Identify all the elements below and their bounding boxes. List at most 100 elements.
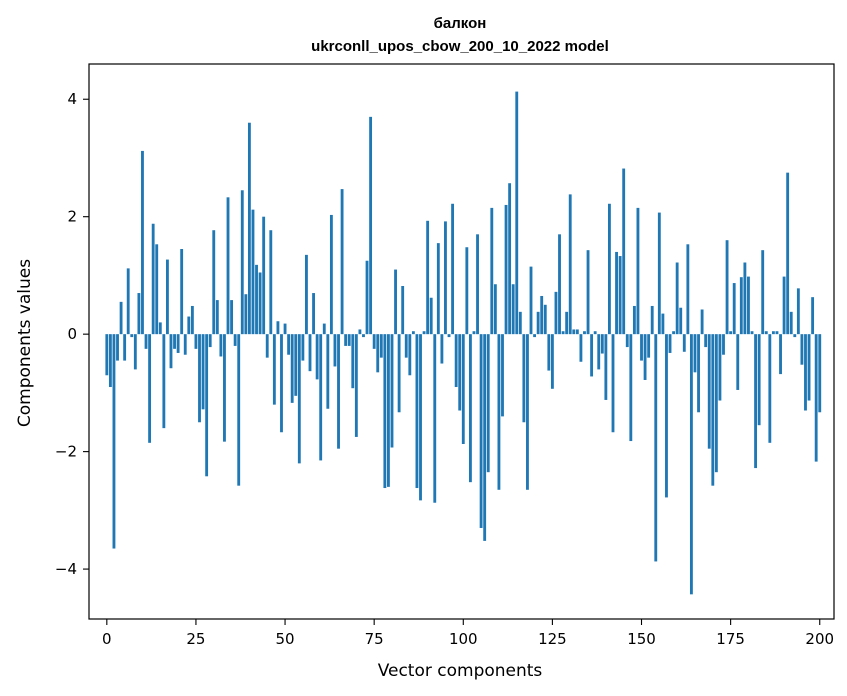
bar-130 [568,194,572,335]
bars-group [105,91,822,595]
bar-3 [116,334,119,361]
bar-43 [258,272,262,335]
bar-145 [622,168,626,335]
bar-114 [511,284,515,335]
bar-182 [754,334,757,469]
y-axis-ticks: −4 −2 0 2 4 [55,90,89,578]
bar-129 [565,311,569,335]
y-tick-label: 4 [67,90,77,108]
bar-42 [255,264,258,335]
bar-155 [657,212,661,335]
bar-61 [322,323,326,335]
bar-69 [351,334,355,389]
bar-189 [779,334,782,375]
bar-198 [811,297,815,335]
bar-106 [483,334,487,541]
bar-143 [615,251,618,335]
bar-45 [265,334,269,358]
bar-109 [493,284,497,335]
bar-72 [362,334,365,338]
bar-113 [508,183,512,335]
bar-148 [632,305,636,335]
bar-73 [365,260,369,335]
bar-111 [501,334,504,417]
bar-5 [123,334,127,361]
bar-131 [572,329,576,335]
chart-subtitle: ukrconll_upos_cbow_200_10_2022 model [311,38,609,55]
bar-68 [347,334,351,346]
bar-188 [775,331,779,335]
bar-178 [739,277,743,335]
bar-1 [108,334,112,388]
bar-83 [401,286,405,335]
x-axis-ticks: 0 25 50 75 100 125 150 175 200 [102,619,834,648]
bar-167 [700,309,704,335]
bar-77 [379,334,383,358]
bar-108 [490,207,494,335]
bar-39 [244,294,248,335]
bar-185 [764,331,768,335]
bar-24 [190,305,194,335]
bar-110 [497,334,501,490]
bar-53 [294,334,298,396]
bar-126 [554,291,558,335]
bar-12 [148,334,152,443]
bar-25 [194,334,198,349]
bar-98 [454,334,458,388]
bar-187 [771,331,775,335]
bar-124 [547,334,551,371]
bar-199 [814,334,818,462]
bar-70 [354,334,358,437]
bar-64 [333,334,337,367]
bar-7 [130,334,134,338]
bar-151 [643,334,647,380]
bar-183 [757,334,761,426]
bar-74 [369,116,373,335]
bar-175 [729,331,733,335]
bar-79 [387,334,390,487]
bar-127 [558,234,561,335]
bar-194 [796,288,800,335]
bar-141 [608,203,611,335]
bar-28 [205,334,209,477]
bar-123 [543,304,547,335]
bar-154 [654,334,658,562]
bar-196 [804,334,807,411]
bar-81 [394,269,397,335]
bar-161 [679,307,683,335]
bar-118 [526,334,529,490]
bar-89 [422,331,426,335]
chart-title: балкон [434,15,487,32]
bar-18 [169,334,173,369]
bar-97 [451,203,455,335]
bar-103 [472,331,476,335]
bar-19 [173,334,176,349]
bar-93 [436,243,440,335]
bar-90 [426,220,430,335]
bar-140 [604,334,608,400]
bar-82 [397,334,401,413]
bar-88 [419,334,422,501]
bar-173 [722,334,725,355]
bar-29 [208,334,212,348]
bar-86 [411,331,415,335]
bar-166 [697,334,700,413]
bar-102 [468,334,472,483]
bar-181 [750,331,754,335]
bar-192 [789,311,793,335]
bar-186 [768,334,772,443]
bar-193 [793,334,797,338]
bar-31 [215,300,219,335]
bar-75 [372,334,376,349]
bar-80 [390,334,394,448]
bar-11 [144,334,148,349]
bar-40 [247,122,251,335]
x-tick-label: 150 [627,630,656,648]
bar-52 [290,334,294,403]
y-tick-label: 2 [67,208,77,226]
y-axis-label: Components values [15,259,35,427]
y-tick-label: 0 [67,325,77,343]
bar-162 [682,334,686,352]
bar-191 [786,172,790,335]
bar-176 [732,283,736,335]
